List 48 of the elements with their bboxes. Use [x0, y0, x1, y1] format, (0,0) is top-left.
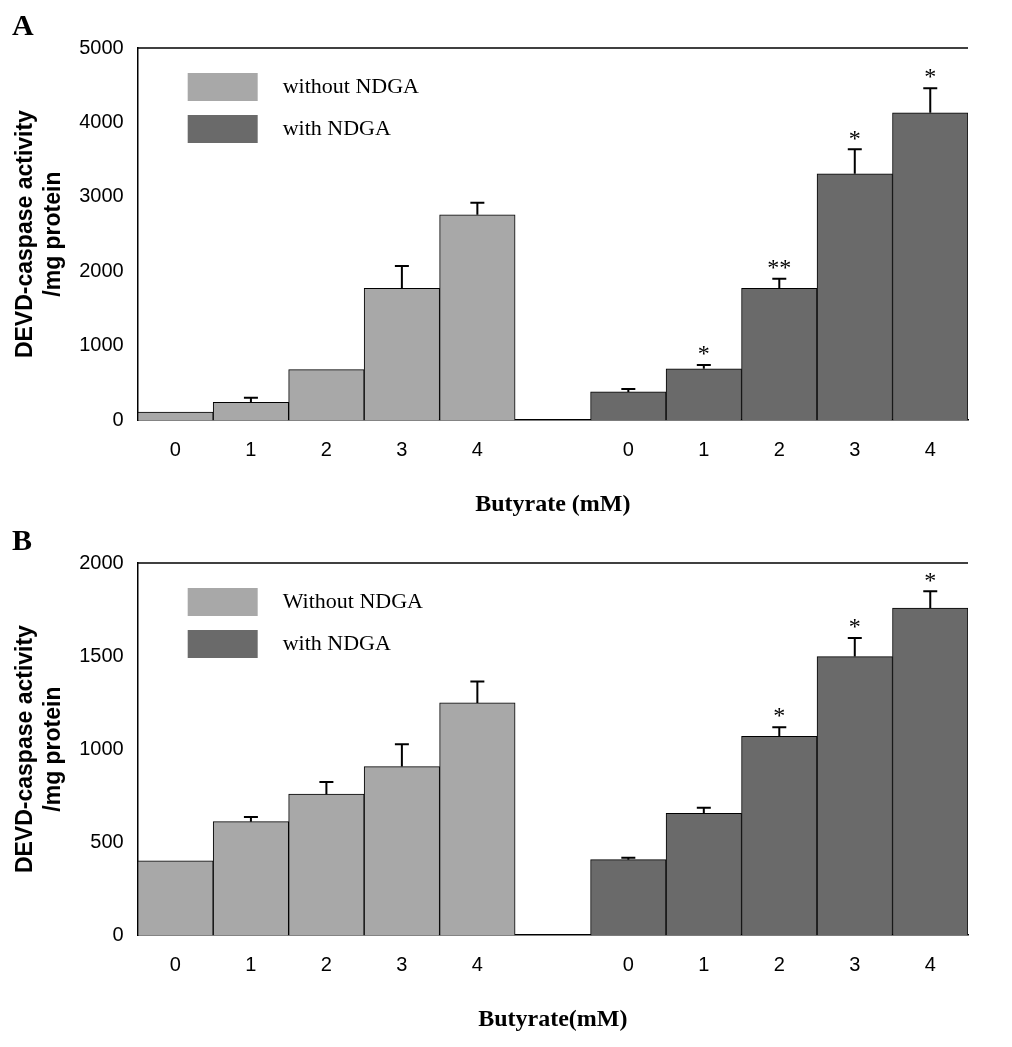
x-tick-label: 3	[849, 437, 861, 460]
data-label: *	[924, 63, 937, 90]
y-tick-label: 2000	[79, 258, 124, 281]
y-tick-label: 3000	[79, 184, 124, 207]
data-label: *	[848, 124, 861, 151]
x-tick-label: 1	[698, 437, 710, 460]
x-tick-label: 3	[849, 952, 861, 975]
x-tick-label: 0	[169, 952, 181, 975]
legend-label: without NDGA	[282, 72, 420, 98]
x-tick-label: 4	[924, 952, 936, 975]
y-axis-title: DEVD-caspase activity /mg protein	[11, 624, 65, 874]
x-tick-label: 4	[471, 952, 483, 975]
y-tick-label: 1000	[79, 736, 124, 759]
x-axis-title: Butyrate(mM)	[478, 1004, 628, 1031]
y-tick-label: 2000	[79, 550, 124, 573]
x-tick-label: 0	[622, 952, 634, 975]
x-tick-label: 1	[245, 952, 257, 975]
x-tick-label: 3	[396, 437, 408, 460]
y-tick-label: 1000	[79, 333, 124, 356]
y-tick-label: 1500	[79, 643, 124, 666]
x-tick-label: 2	[773, 952, 785, 975]
x-tick-label: 4	[471, 437, 483, 460]
x-tick-label: 2	[320, 437, 332, 460]
y-tick-label: 4000	[79, 109, 124, 132]
x-tick-label: 0	[169, 437, 181, 460]
data-label: *	[924, 566, 937, 593]
x-tick-label: 0	[622, 437, 634, 460]
y-tick-label: 0	[112, 922, 124, 945]
y-axis-title: DEVD-caspase activity /mg protein	[11, 109, 65, 359]
y-tick-label: 5000	[79, 35, 124, 58]
data-label: *	[848, 613, 861, 640]
data-label: *	[697, 340, 710, 367]
x-tick-label: 2	[773, 437, 785, 460]
chart-title: B	[12, 522, 33, 556]
y-tick-label: 0	[112, 407, 124, 430]
legend-label: with NDGA	[282, 629, 391, 655]
legend-label: Without NDGA	[282, 587, 424, 613]
x-tick-label: 3	[396, 952, 408, 975]
x-tick-label: 4	[924, 437, 936, 460]
data-label: **	[767, 254, 792, 281]
x-tick-label: 2	[320, 952, 332, 975]
x-axis-title: Butyrate (mM)	[475, 489, 631, 516]
y-tick-label: 500	[90, 829, 124, 852]
chart-title: A	[12, 7, 34, 41]
legend-label: with NDGA	[282, 114, 391, 140]
x-tick-label: 1	[698, 952, 710, 975]
data-label: *	[773, 702, 786, 729]
x-tick-label: 1	[245, 437, 257, 460]
